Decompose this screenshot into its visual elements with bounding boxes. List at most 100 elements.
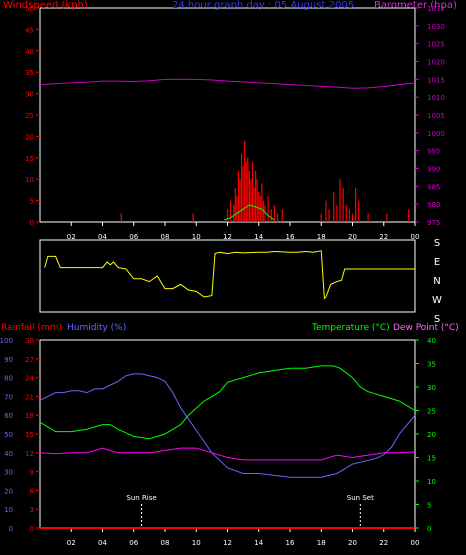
rainfall-tick-label: 24 [25,375,34,383]
temp-x-tick-label: 08 [161,539,170,547]
barometer-tick-label: 995 [427,148,440,156]
temp-x-tick-label: 18 [317,539,326,547]
rainfall-tick-label: 15 [25,431,34,439]
wind-x-tick-label: 04 [98,233,107,241]
sun-annotation-label: Sun Set [347,494,374,502]
humidity-tick-label: 90 [4,356,13,364]
direction-label: W [432,295,442,306]
barometer-tick-label: 975 [427,219,440,227]
wind-direction-line [44,250,415,300]
wind-barometer-panel: Windspeed (kph) 24 hour graph day : 05 A… [3,0,457,241]
temp-x-ticks: 02 04 06 08 10 12 14 16 18 20 22 00 [67,528,420,547]
chart-title: 24 hour graph day : 05 August 2005 [172,0,354,11]
wind-x-tick-label: 10 [192,233,201,241]
humidity-tick-label: 0 [9,525,13,533]
windspeed-tick-label: 10 [25,176,34,184]
temp-humidity-panel: Rainfall (mm) Humidity (%) Temperature (… [0,323,459,547]
windspeed-tick-label: 25 [25,112,34,120]
wind-x-tick-label: 18 [317,233,326,241]
humidity-tick-label: 50 [4,431,13,439]
temperature-tick-label: 20 [427,431,436,439]
windspeed-tick-label: 5 [30,198,34,206]
temp-x-tick-label: 00 [411,539,420,547]
barometer-tick-label: 985 [427,183,440,191]
sun-annotation-label: Sun Rise [126,494,156,502]
wind-x-tick-label: 14 [254,233,263,241]
temp-x-tick-label: 10 [192,539,201,547]
humidity-tick-label: 10 [4,506,13,514]
barometer-tick-label: 1030 [427,23,445,31]
temperature-tick-label: 15 [427,455,436,463]
windspeed-axis-label: Windspeed (kph) [3,0,88,11]
wind-x-tick-label: 06 [129,233,138,241]
barometer-tick-label: 1005 [427,112,445,120]
rainfall-tick-label: 21 [25,393,34,401]
barometer-tick-label: 1035 [427,5,445,13]
rainfall-ticks: 0 3 6 9 12 15 18 21 24 27 30 [25,337,40,533]
humidity-tick-label: 30 [4,469,13,477]
windspeed-series [120,140,410,222]
wind-x-tick-label: 00 [411,233,420,241]
wind-x-tick-label: 20 [348,233,357,241]
direction-label: E [434,257,440,268]
direction-label: S [434,238,440,249]
temperature-tick-label: 35 [427,361,436,369]
rainfall-tick-label: 27 [25,356,34,364]
wind-average-line [224,204,275,221]
temperature-tick-label: 5 [427,502,431,510]
dewpoint-line [39,447,416,461]
temperature-tick-label: 25 [427,408,436,416]
humidity-tick-label: 40 [4,450,13,458]
temperature-axis-label: Temperature (°C) [311,323,390,333]
barometer-tick-label: 980 [427,201,440,209]
sun-annotations: Sun Rise Sun Set [126,494,374,528]
barometer-tick-label: 1025 [427,41,445,49]
windspeed-tick-label: 35 [25,69,34,77]
rainfall-tick-label: 30 [25,337,34,345]
wind-direction-frame [39,239,416,313]
temp-x-tick-label: 06 [129,539,138,547]
direction-label: S [434,314,440,325]
humidity-tick-label: 70 [4,393,13,401]
rainfall-tick-label: 6 [30,487,35,495]
rainfall-tick-label: 3 [30,506,34,514]
barometer-line [39,78,416,89]
barometer-ticks: 975 980 985 990 995 1000 1005 1010 1015 1020 1025 1… [415,5,445,227]
temperature-tick-label: 0 [427,525,431,533]
barometer-tick-label: 990 [427,166,440,174]
humidity-tick-label: 100 [0,337,13,345]
wind-x-tick-label: 16 [286,233,295,241]
wind-x-tick-label: 12 [223,233,232,241]
windspeed-ticks: 0 5 10 15 20 25 30 35 40 45 50 [25,5,40,227]
barometer-tick-label: 1010 [427,94,445,102]
temp-x-tick-label: 14 [254,539,263,547]
windspeed-tick-label: 15 [25,155,34,163]
windspeed-tick-label: 40 [25,48,34,56]
rainfall-tick-label: 12 [25,450,34,458]
dewpoint-axis-label: Dew Point (°C) [393,323,459,333]
rainfall-axis-label: Rainfall (mm) [1,323,62,333]
direction-label: N [433,276,440,287]
temp-x-tick-label: 16 [286,539,295,547]
windspeed-tick-label: 45 [25,26,34,34]
temp-x-tick-label: 22 [379,539,388,547]
windspeed-tick-label: 0 [30,219,34,227]
temperature-tick-label: 40 [427,337,436,345]
barometer-tick-label: 1000 [427,130,445,138]
barometer-tick-label: 1020 [427,59,445,67]
humidity-tick-label: 80 [4,375,13,383]
temp-x-tick-label: 12 [223,539,232,547]
humidity-tick-label: 60 [4,412,13,420]
wind-x-tick-label: 22 [379,233,388,241]
humidity-line [39,373,416,478]
temp-x-tick-label: 20 [348,539,357,547]
barometer-axis-label: Barometer (hpa) [374,0,457,11]
temperature-tick-label: 30 [427,384,436,392]
humidity-tick-label: 20 [4,487,13,495]
barometer-tick-label: 1015 [427,76,445,84]
windspeed-tick-label: 20 [25,133,34,141]
temp-x-tick-label: 04 [98,539,107,547]
